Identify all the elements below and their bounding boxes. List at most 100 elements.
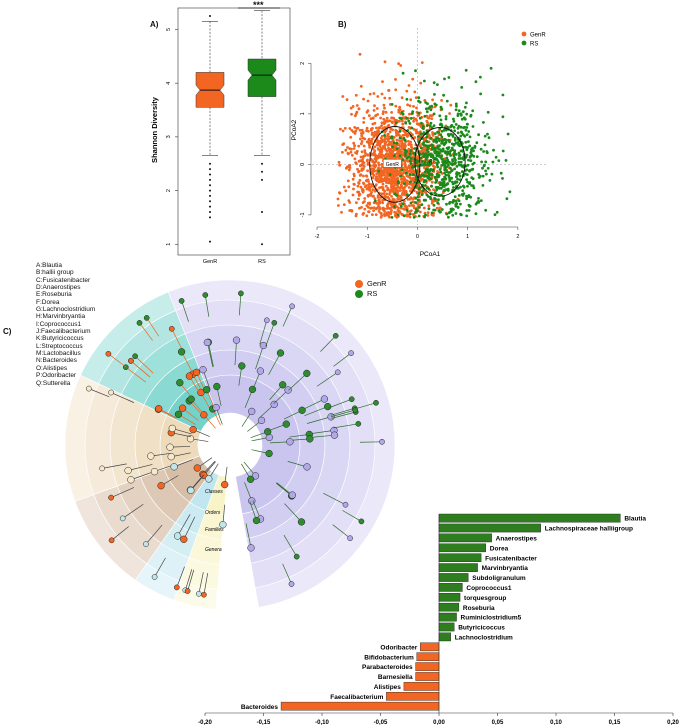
scatter-point-rs [490, 172, 494, 176]
scatter-point-genr [358, 193, 362, 196]
scatter-point-genr [401, 122, 405, 126]
scatter-point-rs [424, 213, 427, 217]
scatter-point-rs [455, 172, 458, 176]
scatter-point-rs [454, 102, 458, 106]
scatter-point-genr [373, 149, 377, 153]
bar-torquesgroup [438, 593, 461, 602]
scatter-point-rs [468, 155, 472, 159]
rank-label: Genera [205, 547, 222, 553]
clade-branch [282, 563, 292, 585]
clade-node [342, 501, 349, 508]
bar-dorea [438, 543, 486, 553]
scatter-point-rs [399, 204, 403, 208]
scatter-point-genr [361, 156, 365, 159]
y-tick-label: 2 [166, 189, 172, 192]
scatter-point-genr [370, 131, 374, 135]
scatter-point-genr [365, 159, 369, 163]
scatter-point-genr [383, 154, 386, 158]
clade-node [200, 411, 208, 419]
key-item: E:Roseburia [36, 291, 72, 299]
clade-shade [74, 494, 148, 581]
scatter-point-genr [381, 140, 384, 144]
scatter-point-genr [359, 185, 363, 189]
rank-label: Orders [205, 510, 221, 516]
scatter-point-rs [404, 154, 407, 157]
clade-node [298, 406, 306, 414]
scatter-point-genr [408, 104, 412, 108]
scatter-point-genr [377, 199, 380, 202]
scatter-point-genr [394, 179, 398, 183]
key-item: D:Anaerostipes [36, 284, 81, 292]
scatter-point-rs [412, 173, 415, 177]
scatter-point-genr [368, 92, 372, 96]
scatter-point-rs [407, 119, 411, 123]
scatter-point-rs [426, 163, 429, 167]
bar-label: Marvinbryantia [482, 565, 529, 572]
scatter-point-genr [432, 188, 435, 192]
key-item: G:Lachnoclostridium [36, 306, 96, 314]
y-axis-label: Shannon Diversity [150, 96, 159, 163]
scatter-point-rs [453, 162, 457, 166]
scatter-point-genr [448, 112, 451, 115]
scatter-point-genr [404, 184, 408, 188]
clade-branch [304, 406, 328, 417]
ellipse-label: RS [429, 159, 437, 165]
effect-bar-chart: Blautia Lachnospiraceae halliigroup Anaero… [198, 513, 679, 726]
scatter-point-genr [419, 125, 423, 129]
scatter-point-genr [355, 201, 358, 205]
scatter-point-rs [439, 118, 443, 122]
scatter-point-rs [462, 185, 466, 189]
clade-node [203, 386, 211, 394]
scatter-point-rs [455, 175, 458, 179]
scatter-point-rs [424, 179, 428, 183]
bar-ruminiclostridium5 [438, 612, 457, 622]
scatter-point-genr [373, 145, 377, 149]
scatter-point-rs [417, 159, 420, 163]
clade-node [248, 407, 256, 416]
scatter-point-genr [347, 199, 351, 203]
scatter-point-genr [356, 126, 360, 130]
scatter-point-rs [467, 140, 470, 144]
scatter-point-genr [368, 145, 372, 149]
scatter-point-genr [376, 143, 380, 147]
scatter-point-rs [464, 140, 468, 144]
clade-node [270, 400, 278, 409]
scatter-point-genr [407, 186, 411, 189]
scatter-point-genr [376, 147, 380, 151]
scatter-point-genr [419, 81, 423, 85]
outlier-point [261, 162, 263, 165]
scatter-point-genr [356, 184, 360, 188]
clade-branch [139, 322, 153, 341]
scatter-point-genr [381, 170, 384, 174]
scatter-point-genr [367, 114, 371, 117]
scatter-point-genr [378, 201, 382, 205]
scatter-point-genr [396, 138, 399, 142]
clade-node [108, 389, 114, 396]
clade-branch [207, 342, 214, 367]
scatter-point-genr [409, 196, 413, 200]
scatter-point-rs [437, 147, 440, 151]
scatter-point-genr [443, 157, 447, 161]
legend-dot-rs [521, 40, 527, 46]
scatter-point-rs [506, 132, 510, 136]
scatter-point-rs [451, 159, 455, 163]
scatter-point-rs [426, 155, 429, 159]
scatter-point-rs [396, 213, 400, 217]
scatter-point-genr [368, 139, 371, 143]
scatter-point-rs [430, 211, 434, 215]
scatter-point-genr [340, 210, 343, 214]
scatter-point-rs [474, 212, 478, 216]
scatter-point-genr [382, 208, 386, 212]
scatter-point-genr [408, 215, 412, 219]
bar-label: Parabacteroides [362, 664, 413, 671]
scatter-point-genr [388, 170, 391, 174]
scatter-point-rs [425, 110, 429, 114]
scatter-point-rs [450, 176, 454, 180]
scatter-point-genr [400, 142, 403, 146]
scatter-point-rs [421, 173, 425, 177]
bar-butyricicoccus [438, 622, 455, 632]
scatter-point-genr [394, 88, 398, 92]
scatter-point-genr [396, 191, 399, 195]
significance-stars: *** [253, 0, 264, 10]
scatter-point-rs [453, 129, 457, 133]
